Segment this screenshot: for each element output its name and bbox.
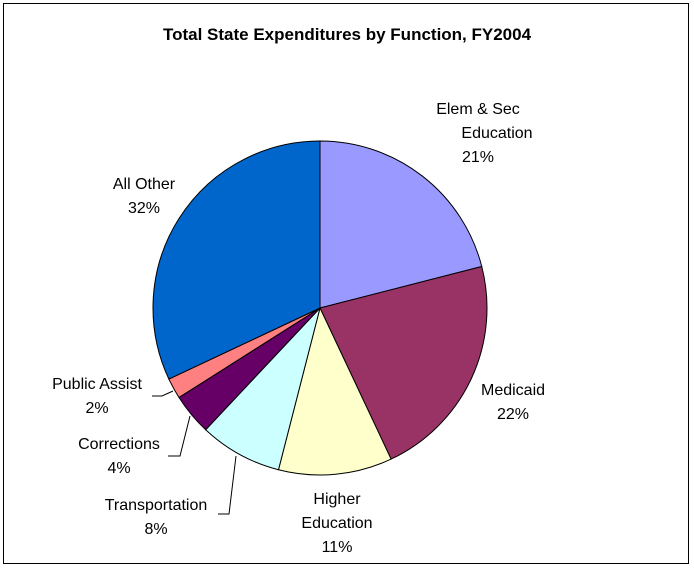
- chart-title: Total State Expenditures by Function, FY…: [163, 25, 532, 44]
- leader-line: [218, 455, 237, 515]
- slice-percent-label: 11%: [322, 539, 353, 556]
- slice-percent-label: 32%: [128, 200, 160, 217]
- pie-slice-medicaid: [319, 265, 488, 460]
- slice-category-label: Education: [301, 515, 372, 532]
- pie-slice-all-other: [152, 140, 321, 380]
- slice-percent-label: 22%: [497, 406, 529, 423]
- leader-line: [152, 390, 174, 397]
- slice-category-label: Transportation: [105, 497, 208, 514]
- slice-category-label: Education: [461, 125, 532, 142]
- slice-percent-label: 8%: [144, 521, 167, 538]
- slice-category-label: Medicaid: [481, 382, 545, 399]
- slice-category-label: Corrections: [78, 436, 160, 453]
- slice-percent-label: 2%: [85, 400, 108, 417]
- slice-percent-label: 4%: [107, 460, 130, 477]
- slice-percent-label: 21%: [462, 149, 494, 166]
- pie-slice-higher-education: [277, 306, 392, 476]
- slice-category-label: Higher: [313, 491, 361, 508]
- pie-slice-elem-sec-education: [319, 140, 483, 309]
- slice-category-label: Public Assist: [52, 376, 142, 393]
- slice-category-label: Elem & Sec: [436, 101, 520, 118]
- chart-border: [3, 3, 689, 564]
- leader-line: [168, 415, 191, 457]
- slice-category-label: All Other: [113, 176, 176, 193]
